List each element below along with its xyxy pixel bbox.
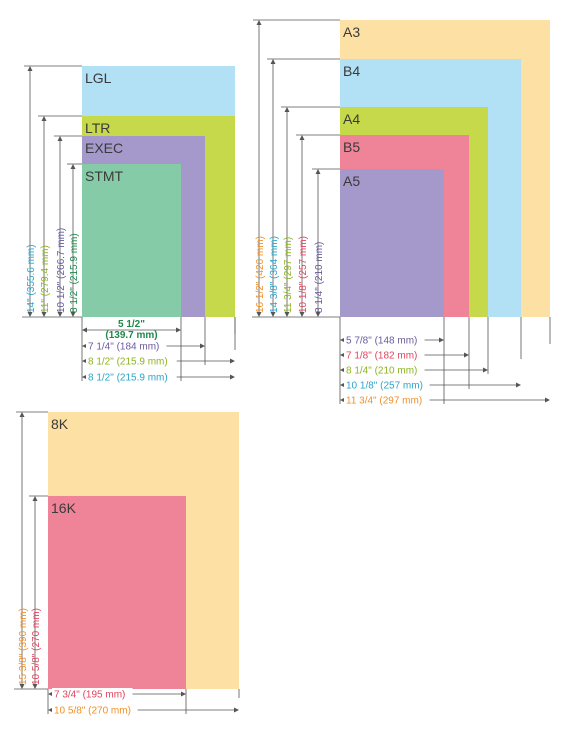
paper-label-16k: 16K [51,500,77,516]
height-dimension-label: 11 3/4" (297 mm) [283,237,294,313]
width-dimension-label: 5 7/8" (148 mm) [346,336,417,347]
paper-label-a4: A4 [343,111,360,127]
height-dimension-label: 8 1/2" (215.9 mm) [69,233,80,313]
height-dimension-label: 8 1/4" (210 mm) [314,242,325,313]
height-dimension-label: 10 1/2" (266.7 mm) [56,228,67,313]
paper-label-stmt: STMT [85,168,124,184]
paper-label-a5: A5 [343,173,360,189]
paper-label-8k: 8K [51,416,69,432]
height-dimension-label: 10 1/8" (257 mm) [298,236,309,313]
height-dimension-label: 16 1/2" (420 mm) [255,236,266,313]
paper-label-a3: A3 [343,24,360,40]
width-dimension-label: 5 1/2" [118,319,145,330]
width-dimension-label: 7 3/4" (195 mm) [54,690,125,701]
paper-stmt [82,164,181,317]
width-dimension-label-mm: (139.7 mm) [105,330,157,341]
height-dimension-label: 15 3/8" (390 mm) [18,608,29,685]
paper-group-1: LGL LTR EXEC STMT 14" (355.6 mm) 11" (279.4 m… [22,65,236,384]
width-dimension-label: 7 1/4" (184 mm) [88,342,159,353]
height-dimension-label: 10 5/8" (270 mm) [31,608,42,685]
width-dimension-label: 8 1/2" (215.9 mm) [88,357,168,368]
paper-label-b5: B5 [343,139,360,155]
height-dimension-label: 11" (279.4 mm) [40,245,51,313]
height-dimension-label: 14 3/8" (364 mm) [269,236,280,313]
paper-label-exec: EXEC [85,140,123,156]
width-dimension-label: 7 1/8" (182 mm) [346,351,417,362]
width-dimension-label: 8 1/4" (210 mm) [346,366,417,377]
width-dimension-label: 8 1/2" (215.9 mm) [88,373,168,384]
width-dimension-label: 11 3/4" (297 mm) [346,396,422,407]
width-dimension-label: 10 5/8" (270 mm) [54,706,131,717]
paper-label-b4: B4 [343,63,360,79]
height-dimension-label: 14" (355.6 mm) [26,244,37,313]
width-dimension-label: 10 1/8" (257 mm) [346,381,423,392]
paper-label-ltr: LTR [85,120,110,136]
paper-group-2: A3 B4 A4 B5 A5 16 1/2" (420 mm) 14 3/8" (364 m… [252,19,551,407]
paper-label-lgl: LGL [85,70,112,86]
paper-a5 [340,169,444,317]
paper-16k [48,496,186,689]
